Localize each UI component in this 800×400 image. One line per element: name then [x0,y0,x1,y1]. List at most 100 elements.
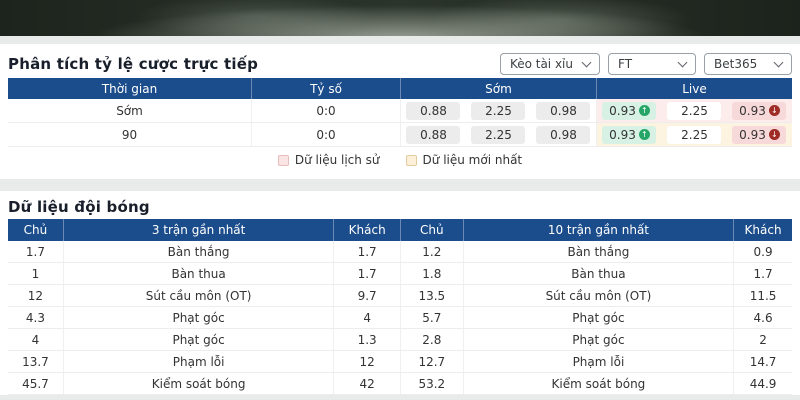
chevron-down-icon [773,57,784,68]
column-header-early: Sớm [399,78,596,99]
stat-value: 4.3 [25,310,45,325]
period-value: FT [618,57,633,71]
column-header-live: Live [595,78,792,99]
stat-value: 1.7 [733,263,792,284]
trend-up-icon: ↑ [638,105,650,116]
stat-label: Bàn thua [462,263,733,284]
odds-table: Thời gian Tỷ số Sớm Live Sớm 0:0 0.88 2.… [8,78,792,147]
legend-history: Dữ liệu lịch sử [277,153,380,167]
stat-label: Kiểm soát bóng [462,373,733,394]
stat-value: 4.6 [733,307,792,328]
column-header-last10: 10 trận gần nhất [462,219,733,241]
chevron-down-icon [677,57,688,68]
stat-label: Bàn thắng [462,241,733,262]
stat-value: 53.2 [399,373,463,394]
stat-value: 2 [733,329,792,350]
stat-label: Phạm lỗi [462,351,733,372]
stat-label: Sút cầu môn (OT) [62,285,333,306]
table-row-corners-1: 4.3 Phạt góc 4 5.7 Phạt góc 4.6 [8,307,792,329]
odds-value: 2.25 [667,101,722,120]
table-row-corners-2: 4 Phạt góc 1.3 2.8 Phạt góc 2 [8,329,792,351]
column-header-time: Thời gian [101,81,158,96]
column-header-last3: 3 trận gần nhất [62,219,333,241]
table-row-shots: 12 Sút cầu môn (OT) 9.7 13.5 Sút cầu môn… [8,285,792,307]
odds-value: 0.88 [406,101,461,120]
odds-value-down: 0.93 ↓ [732,101,787,120]
period-select[interactable]: FT [608,53,696,75]
stat-value: 12 [333,351,400,372]
column-header-score: Tỷ số [251,78,400,99]
time-cell: Sớm [116,103,143,118]
odds-row-early: Sớm 0:0 0.88 2.25 0.98 0.93 ↑ 2.25 0.93 ↓ [8,99,792,123]
stat-value: 13.5 [399,285,463,306]
legend-history-label: Dữ liệu lịch sử [294,153,380,167]
stat-value: 4 [333,307,400,328]
stat-value: 1.7 [333,241,400,262]
early-odds-cell: 0.88 2.25 0.98 [399,99,596,122]
stat-value: 1.2 [399,241,463,262]
stat-value: 9.7 [333,285,400,306]
odds-filters: Kèo tài xỉu FT Bet365 [499,53,792,75]
odds-value-down: 0.93 ↓ [732,125,787,144]
stat-label: Sút cầu môn (OT) [462,285,733,306]
trend-down-icon: ↓ [768,129,780,140]
stat-label: Phạm lỗi [62,351,333,372]
bookmaker-select[interactable]: Bet365 [704,53,792,75]
legend-latest-label: Dữ liệu mới nhất [422,153,523,167]
odds-legend: Dữ liệu lịch sử Dữ liệu mới nhất [8,147,792,173]
bookmaker-value: Bet365 [714,57,758,71]
column-header-home-10: Chủ [399,219,463,241]
stat-value: 42 [333,373,400,394]
hero-banner-image [0,0,800,36]
stat-label: Phạt góc [62,329,333,350]
trend-down-icon: ↓ [768,105,780,116]
odds-row-90: 90 0:0 0.88 2.25 0.98 0.93 ↑ 2.25 0.93 ↓ [8,123,792,147]
score-cell: 0:0 [251,99,400,122]
odds-value: 2.25 [667,125,722,144]
stat-label: Phạt góc [462,329,733,350]
stat-value: 1.7 [333,263,400,284]
chevron-down-icon [581,57,592,68]
stat-value: 2.8 [399,329,463,350]
stat-label: Kiểm soát bóng [62,373,333,394]
table-row-conceded: 1 Bàn thua 1.7 1.8 Bàn thua 1.7 [8,263,792,285]
legend-latest: Dữ liệu mới nhất [405,153,523,167]
team-data-table: Chủ 3 trận gần nhất Khách Chủ 10 trận gầ… [8,219,792,395]
stat-value: 5.7 [399,307,463,328]
history-swatch-icon [277,154,289,166]
stat-value: 13.7 [22,354,49,369]
early-odds-cell: 0.88 2.25 0.98 [399,123,596,146]
live-odds-cell-history: 0.93 ↑ 2.25 0.93 ↓ [595,99,792,122]
stat-label: Phạt góc [62,307,333,328]
stat-value: 12.7 [399,351,463,372]
odds-section-header: Phân tích tỷ lệ cược trực tiếp Kèo tài x… [8,50,792,78]
market-type-value: Kèo tài xỉu [509,57,573,71]
stat-value: 14.7 [733,351,792,372]
odds-value-up: 0.93 ↑ [602,101,657,120]
stat-value: 12 [27,288,44,303]
market-type-select[interactable]: Kèo tài xỉu [499,53,600,75]
stat-value: 44.9 [733,373,792,394]
column-header-away-3: Khách [333,219,400,241]
stat-value: 1 [31,266,40,281]
table-row-fouls: 13.7 Phạm lỗi 12 12.7 Phạm lỗi 14.7 [8,351,792,373]
stat-value: 1.7 [25,244,45,259]
time-cell: 90 [121,127,138,142]
stat-value: 1.8 [399,263,463,284]
team-section-title: Dữ liệu đội bóng [8,198,150,216]
column-header-home-3: Chủ [23,223,48,237]
live-odds-cell-latest: 0.93 ↑ 2.25 0.93 ↓ [595,123,792,146]
stat-label: Phạt góc [462,307,733,328]
odds-value-up: 0.93 ↑ [602,125,657,144]
stat-value: 4 [31,332,40,347]
odds-value: 0.98 [536,101,591,120]
odds-analysis-section: Phân tích tỷ lệ cược trực tiếp Kèo tài x… [0,44,800,179]
table-row-goals: 1.7 Bàn thắng 1.7 1.2 Bàn thắng 0.9 [8,241,792,263]
stat-value: 0.9 [733,241,792,262]
stat-label: Bàn thua [62,263,333,284]
latest-swatch-icon [405,154,417,166]
score-cell: 0:0 [251,123,400,146]
odds-value: 0.98 [536,125,591,144]
odds-value: 0.88 [406,125,461,144]
table-row-possession: 45.7 Kiểm soát bóng 42 53.2 Kiểm soát bó… [8,373,792,395]
